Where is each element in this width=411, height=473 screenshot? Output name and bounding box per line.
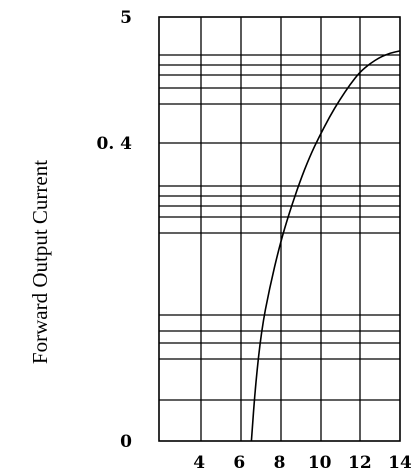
y-tick-label: 0. 4 bbox=[97, 134, 133, 154]
y-axis-label: Forward Output Current bbox=[28, 160, 52, 364]
y-tick-labels: 0 0. 4 5 bbox=[97, 8, 133, 452]
plot-frame bbox=[158, 16, 401, 442]
series-line bbox=[250, 50, 401, 442]
x-tick-labels: 4 6 8 10 12 14 bbox=[193, 453, 411, 473]
x-tick-label: 6 bbox=[233, 453, 245, 473]
grid bbox=[159, 17, 400, 441]
x-tick-label: 14 bbox=[388, 453, 411, 473]
y-tick-label: 5 bbox=[120, 8, 132, 28]
y-tick-label: 0 bbox=[120, 432, 132, 452]
x-tick-label: 4 bbox=[193, 453, 205, 473]
x-tick-label: 8 bbox=[274, 453, 286, 473]
curve-layer bbox=[250, 50, 401, 442]
x-tick-label: 10 bbox=[308, 453, 332, 473]
x-tick-label: 12 bbox=[348, 453, 372, 473]
